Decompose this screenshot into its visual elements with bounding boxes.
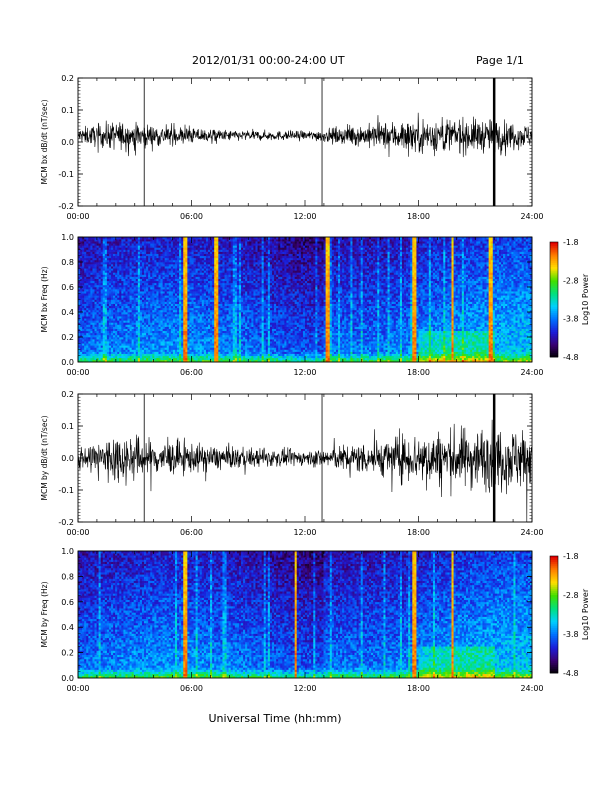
colorbar-tick-label: -2.8	[563, 276, 579, 285]
y-tick-label: 1.0	[61, 547, 74, 556]
waveform-line	[78, 420, 532, 522]
y-tick-label: 0.2	[61, 74, 74, 83]
x-tick-label: 12:00	[293, 368, 316, 377]
y-tick-label: 0.4	[61, 308, 74, 317]
waveform-line	[78, 113, 532, 157]
y-tick-label: -0.1	[58, 170, 74, 179]
panel-4: 1.0 0.8 0.6 0.4 0.2 0.0 -1.8 -2.8 -3.8 -4.8 Log10 …	[40, 547, 590, 693]
x-tick-label: 06:00	[180, 212, 203, 221]
y-tick-label: 0.0	[61, 454, 74, 463]
panel-2: 1.0 0.8 0.6 0.4 0.2 0.0 -1.8 -2.8 -3.8 -4.8 Log10 …	[40, 233, 590, 377]
x-tick-label: 12:00	[293, 684, 316, 693]
y-tick-label: -0.2	[58, 202, 74, 211]
x-tick-label: 00:00	[66, 528, 89, 537]
x-tick-label: 00:00	[66, 212, 89, 221]
y-tick-label: 0.0	[61, 674, 74, 683]
colorbar-tick-label: -4.8	[563, 353, 579, 362]
y-tick-label: 0.2	[61, 333, 74, 342]
y-tick-label: 0.2	[61, 649, 74, 658]
colorbar-tick-label: -3.8	[563, 630, 579, 639]
y-axis-label: MCM bx dB/dt (nT/sec)	[40, 99, 49, 184]
panel-3: 0.2 0.1 0.0 -0.1 -0.200:00 06:00 12:00 18:00 24:…	[40, 390, 544, 537]
y-axis-label: MCM by Freq (Hz)	[40, 581, 49, 647]
panel-1: 0.2 0.1 0.0 -0.1 -0.200:00 06:00 12:00 18:00 24:…	[40, 74, 544, 221]
y-tick-label: 0.6	[61, 283, 74, 292]
y-tick-label: 0.8	[61, 572, 74, 581]
x-tick-label: 00:00	[66, 368, 89, 377]
x-tick-label: 18:00	[407, 684, 430, 693]
spectrogram	[78, 237, 532, 362]
y-tick-label: 0.2	[61, 390, 74, 399]
y-axis-label: MCM bx Freq (Hz)	[40, 266, 49, 332]
figure: 0.20.10.0-0.1-0.200:00 06:00 12:00 18:00 24:…	[0, 0, 612, 792]
x-tick-label: 18:00	[407, 212, 430, 221]
y-tick-label: -0.2	[58, 518, 74, 527]
y-tick-label: -0.1	[58, 486, 74, 495]
y-tick-label: 0.1	[61, 422, 74, 431]
x-tick-label: 12:00	[293, 212, 316, 221]
y-tick-label: 0.6	[61, 598, 74, 607]
x-tick-label: 06:00	[180, 684, 203, 693]
y-tick-label: 0.0	[61, 358, 74, 367]
x-tick-label: 24:00	[520, 368, 543, 377]
x-tick-label: 18:00	[407, 528, 430, 537]
y-tick-label: 0.8	[61, 258, 74, 267]
x-tick-label: 24:00	[520, 212, 543, 221]
spectrogram	[78, 551, 532, 678]
y-tick-label: 1.0	[61, 233, 74, 242]
y-tick-label: 0.0	[61, 138, 74, 147]
y-tick-label: 0.4	[61, 623, 74, 632]
colorbar-tick-label: -1.8	[563, 552, 579, 561]
colorbar-tick-label: -2.8	[563, 591, 579, 600]
colorbar-tick-label: -1.8	[563, 238, 579, 247]
x-tick-label: 24:00	[520, 684, 543, 693]
x-tick-label: 12:00	[293, 528, 316, 537]
colorbar-tick-label: -4.8	[563, 669, 579, 678]
x-tick-label: 06:00	[180, 528, 203, 537]
y-tick-label: 0.1	[61, 106, 74, 115]
x-tick-label: 00:00	[66, 684, 89, 693]
x-axis-label: Universal Time (hh:mm)	[209, 712, 342, 725]
y-axis-label: MCM by dB/dt (nT/sec)	[40, 415, 49, 500]
x-tick-label: 06:00	[180, 368, 203, 377]
colorbar-label: Log10 Power	[581, 273, 590, 325]
colorbar: -1.8 -2.8 -3.8 -4.8 Log10 Power	[550, 552, 590, 678]
x-tick-label: 18:00	[407, 368, 430, 377]
x-tick-label: 24:00	[520, 528, 543, 537]
colorbar-tick-label: -3.8	[563, 315, 579, 324]
colorbar-label: Log10 Power	[581, 588, 590, 640]
colorbar: -1.8 -2.8 -3.8 -4.8 Log10 Power	[550, 238, 590, 362]
